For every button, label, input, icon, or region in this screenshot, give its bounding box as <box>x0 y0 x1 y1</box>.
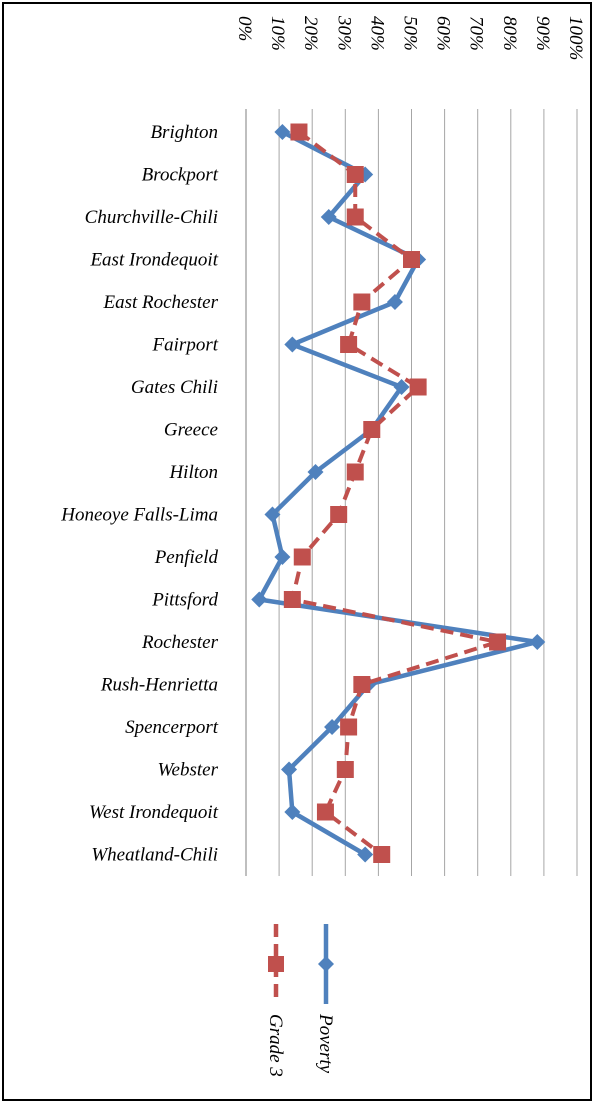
data-point <box>529 634 546 650</box>
data-point <box>340 718 358 736</box>
data-point <box>307 464 324 480</box>
data-point <box>336 761 354 778</box>
data-point <box>293 548 311 566</box>
tick-label: 20% <box>300 16 321 51</box>
legend-label: Poverty <box>315 1013 336 1074</box>
series-1 <box>283 123 507 863</box>
data-point <box>346 463 364 481</box>
data-point <box>324 719 341 735</box>
tick-label: 10% <box>267 16 288 51</box>
value-axis-ticks: 0% 10% 20% 30% 40% 50% 60% 70% 80% 90% 100% <box>234 15 586 60</box>
category-label: Greece <box>164 420 218 441</box>
data-point <box>274 124 291 140</box>
data-point <box>386 294 403 310</box>
data-point <box>409 378 427 396</box>
category-label: Rush-Henrietta <box>100 675 218 696</box>
data-point <box>284 336 301 353</box>
legend-marker <box>318 956 334 972</box>
legend-label: Grade 3 <box>265 1014 286 1077</box>
category-label: Brighton <box>150 122 218 143</box>
series-line <box>290 130 500 857</box>
tick-label: 80% <box>499 16 520 51</box>
data-point <box>316 803 334 821</box>
category-axis-labels: Brighton Brockport Churchville-Chili East I… <box>60 122 218 866</box>
data-point <box>251 591 268 608</box>
category-label: Pittsford <box>151 590 218 611</box>
data-point <box>330 506 348 523</box>
data-point <box>346 208 364 226</box>
data-point <box>283 591 301 608</box>
category-label: Spencerport <box>125 717 219 738</box>
category-label: Churchville-Chili <box>85 207 218 228</box>
series-line <box>256 129 540 857</box>
data-point <box>393 379 410 395</box>
tick-label: 30% <box>333 15 354 51</box>
tick-label: 60% <box>433 16 454 51</box>
tick-label: 50% <box>400 16 421 51</box>
category-label: East Rochester <box>102 292 218 313</box>
category-label: Penfield <box>154 547 219 568</box>
tick-label: 40% <box>366 16 387 51</box>
tick-label: 90% <box>532 16 553 51</box>
chart-svg: 0% 10% 20% 30% 40% 50% 60% 70% 80% 90% 100% Bright… <box>60 15 586 1077</box>
category-label: Wheatland-Chili <box>91 845 218 866</box>
tick-label: 70% <box>466 16 487 51</box>
data-point <box>353 293 371 311</box>
data-point <box>489 633 507 651</box>
category-label: Rochester <box>141 632 219 653</box>
data-point <box>290 123 308 141</box>
data-point <box>340 336 358 353</box>
data-point <box>264 506 281 523</box>
category-label: Gates Chili <box>131 377 218 398</box>
data-point <box>403 251 420 268</box>
legend-marker <box>268 956 284 972</box>
data-point <box>320 209 337 225</box>
data-point <box>274 549 291 565</box>
data-point <box>353 676 371 693</box>
category-label: Hilton <box>168 462 218 483</box>
grid <box>245 109 578 876</box>
tick-label: 0% <box>234 16 255 41</box>
category-label: Webster <box>157 760 218 781</box>
legend-entry: Poverty <box>315 924 336 1074</box>
category-label: Honeoye Falls-Lima <box>60 505 218 526</box>
data-point <box>281 761 298 778</box>
data-point <box>357 846 374 863</box>
data-point <box>346 166 364 183</box>
category-label: West Irondequoit <box>89 802 219 823</box>
tick-label: 100% <box>565 16 586 60</box>
data-point <box>363 421 381 438</box>
series-0 <box>251 124 546 863</box>
data-point <box>373 846 391 863</box>
series-layer <box>251 123 546 863</box>
legend-entry: Grade 3 <box>265 924 286 1077</box>
category-label: Fairport <box>152 335 219 356</box>
data-point <box>284 804 301 820</box>
category-label: East Irondequoit <box>89 250 218 271</box>
legend: Poverty Grade 3 <box>265 924 336 1077</box>
category-label: Brockport <box>142 165 219 186</box>
